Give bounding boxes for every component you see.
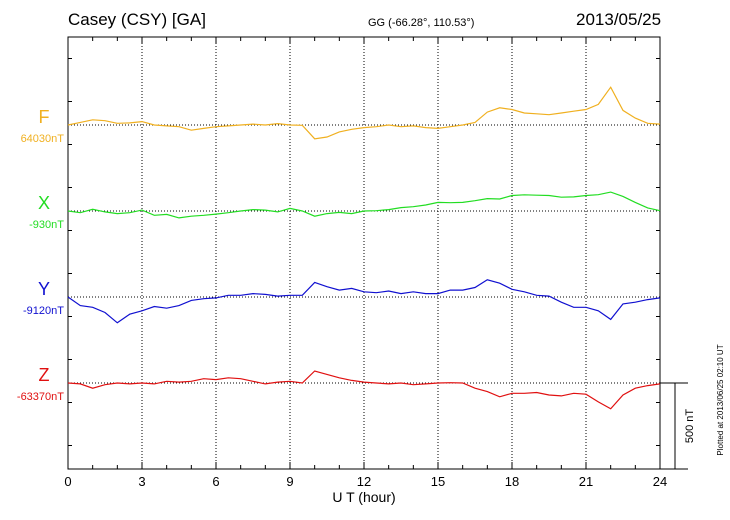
plot-date: 2013/05/25	[576, 10, 662, 29]
x-tick-label: 18	[505, 474, 519, 489]
x-tick-label: 15	[431, 474, 445, 489]
station-title: Casey (CSY) [GA]	[68, 10, 206, 29]
baseline-label-y: -9120nT	[23, 305, 64, 317]
x-tick-label: 12	[357, 474, 371, 489]
scale-bar: 500 nT	[660, 382, 696, 470]
x-tick-labels: 0 3 6 9 12 15 18 21 24	[64, 474, 667, 489]
x-axis-label: U T (hour)	[332, 489, 395, 505]
component-label-f: F	[39, 107, 50, 127]
x-tick-label: 24	[653, 474, 667, 489]
data-traces	[67, 86, 661, 410]
geographic-coordinates: GG (-66.28°, 110.53°)	[368, 17, 475, 29]
x-tick-label: 3	[138, 474, 145, 489]
x-tick-label: 9	[286, 474, 293, 489]
trace-x	[67, 191, 661, 219]
plotted-timestamp: Plotted at 2013/06/25 02:10 UT	[716, 344, 725, 455]
component-label-x: X	[38, 193, 50, 213]
trace-y	[67, 279, 661, 324]
baseline-label-x: -930nT	[29, 219, 64, 231]
trace-z	[67, 370, 661, 410]
scale-bar-label: 500 nT	[684, 409, 696, 444]
x-tick-label: 21	[579, 474, 593, 489]
x-tick-label: 6	[212, 474, 219, 489]
grid-lines	[68, 37, 660, 469]
component-label-y: Y	[38, 279, 50, 299]
axis-ticks	[67, 37, 661, 469]
component-label-z: Z	[39, 365, 50, 385]
component-labels: F 64030nT X -930nT Y -9120nT Z -63370nT	[17, 107, 64, 403]
x-tick-label: 0	[64, 474, 71, 489]
baseline-label-f: 64030nT	[21, 133, 65, 145]
trace-f	[67, 86, 661, 140]
baseline-label-z: -63370nT	[17, 391, 64, 403]
